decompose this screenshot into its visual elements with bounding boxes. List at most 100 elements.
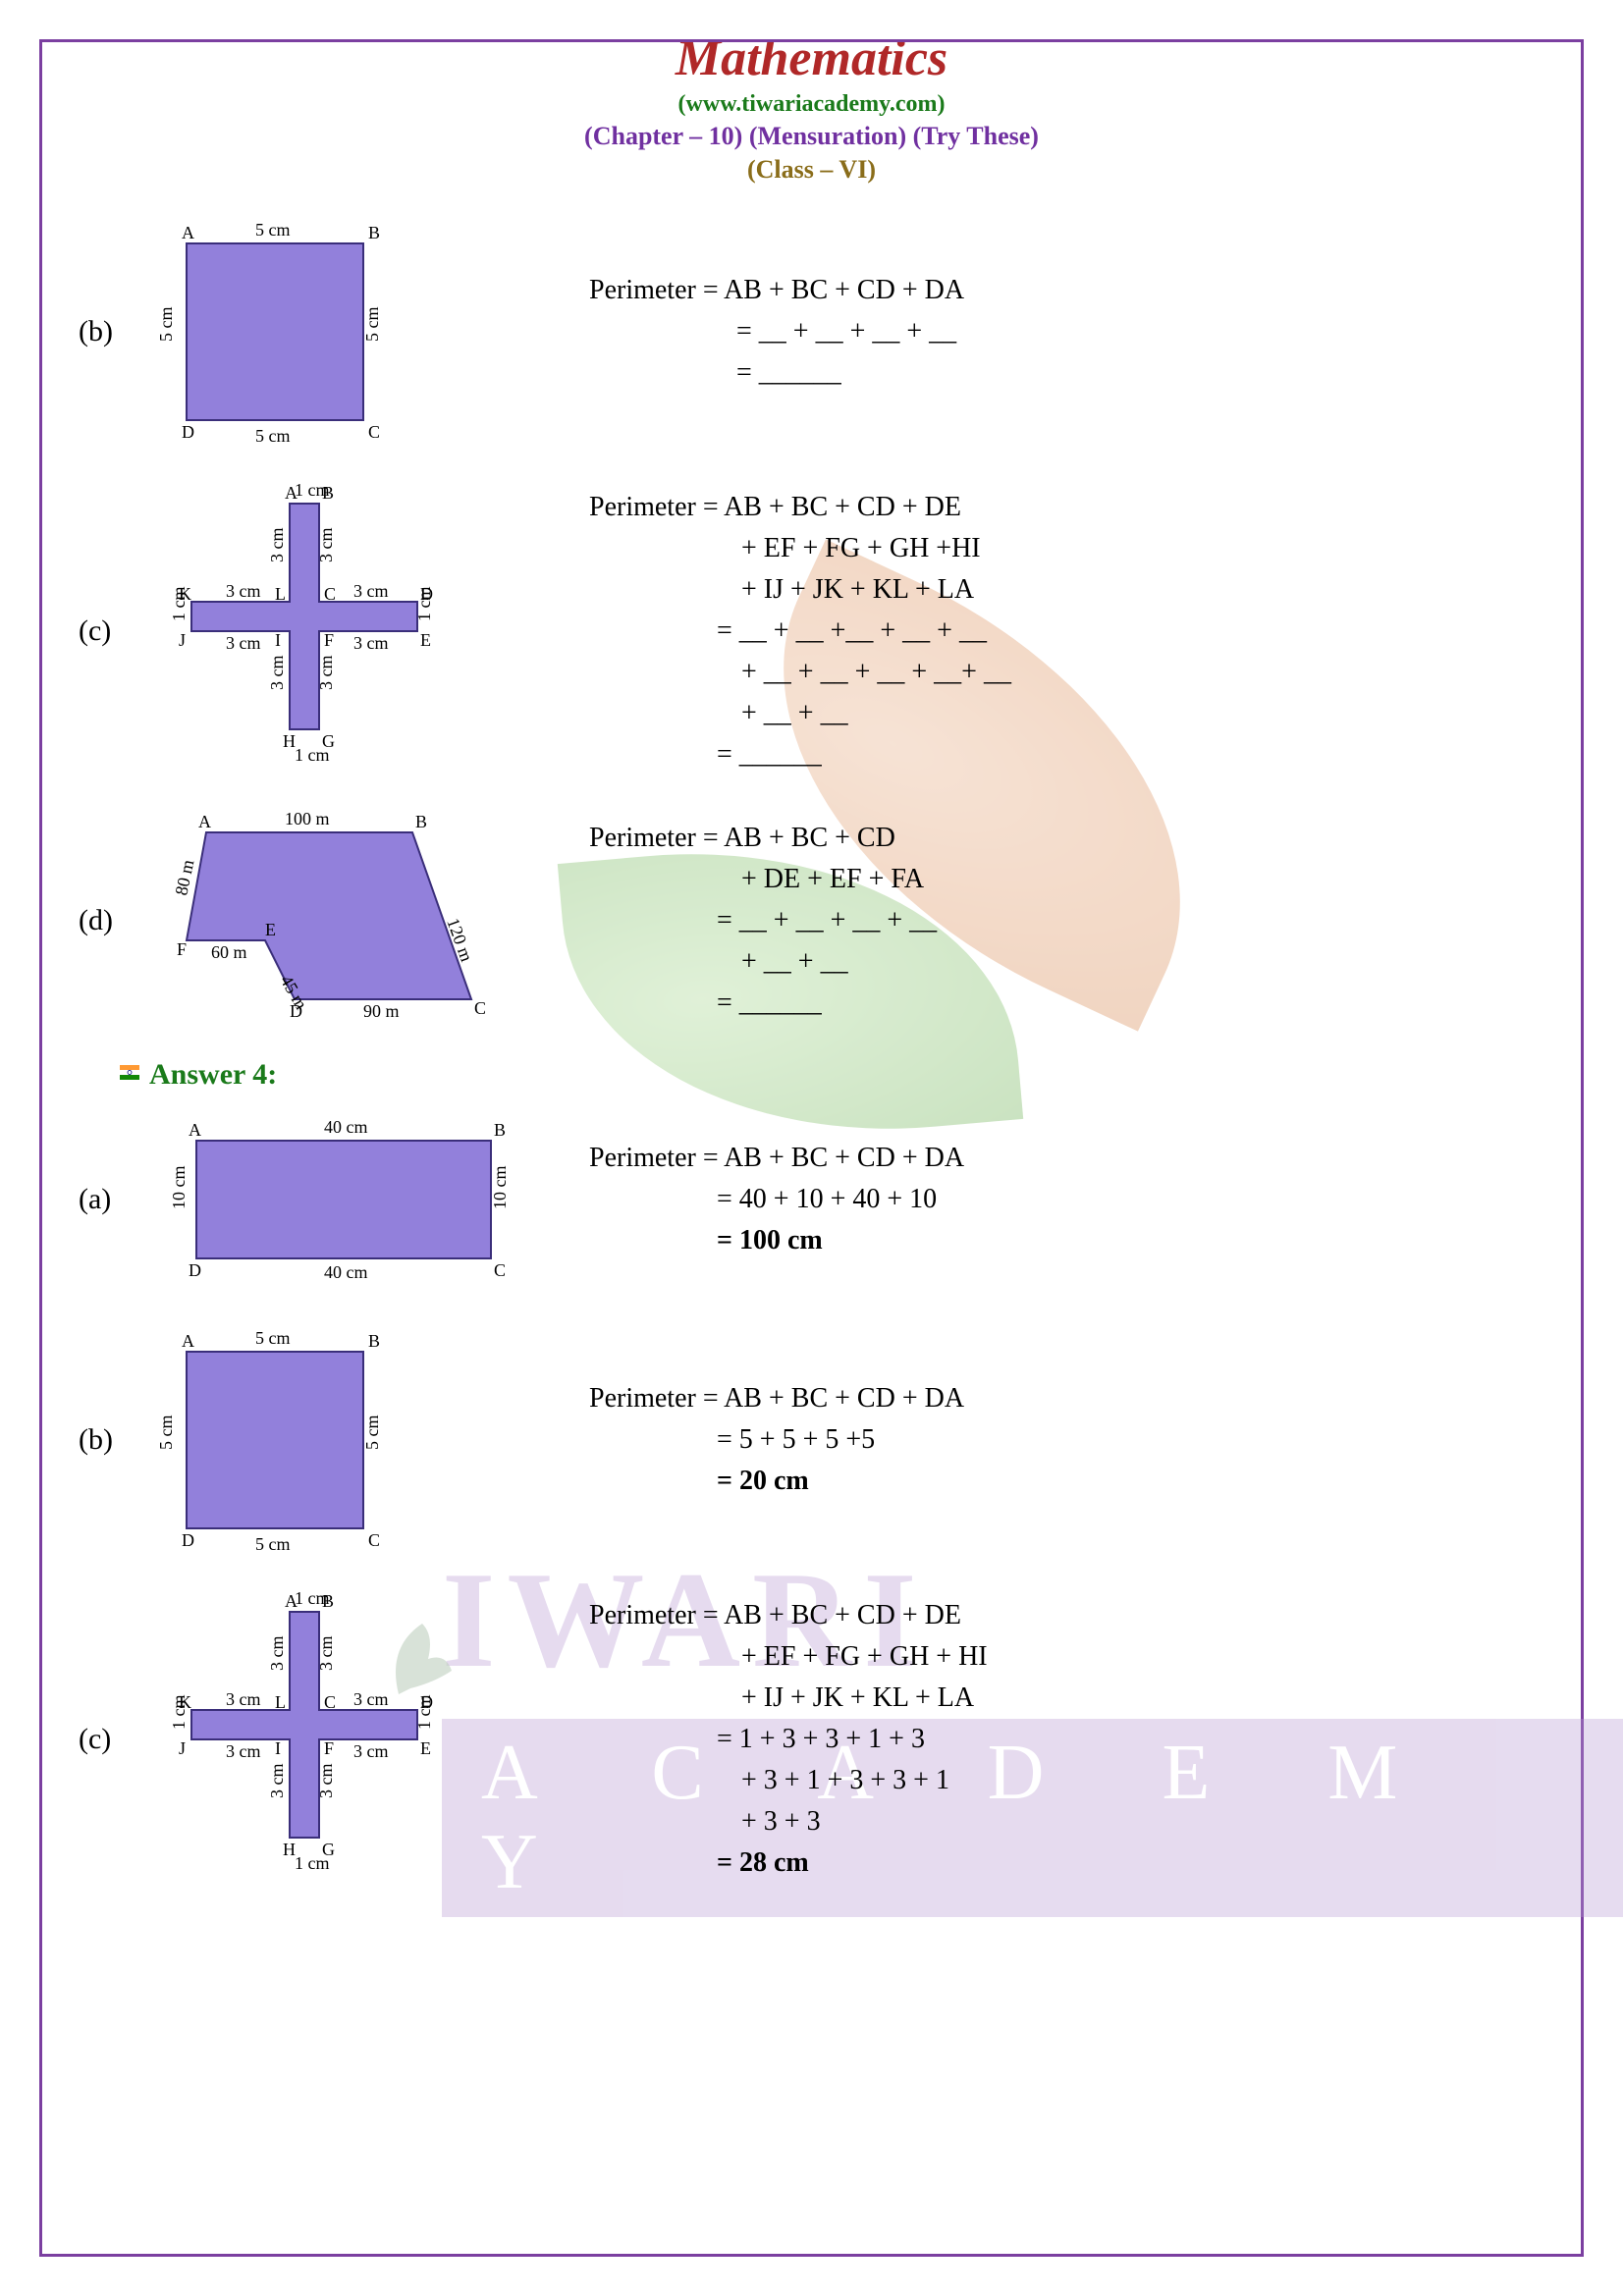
svg-text:1 cm: 1 cm [295,1588,330,1608]
svg-text:100 m: 100 m [285,809,330,828]
calc-result: = 100 cm [589,1220,964,1261]
answer-header: Answer 4: [118,1058,1544,1092]
svg-text:1 cm: 1 cm [295,480,330,500]
svg-text:10 cm: 10 cm [490,1166,510,1210]
calc-result: = 28 cm [589,1842,988,1884]
svg-text:F: F [324,630,334,650]
label-ans-c: (c) [79,1723,137,1756]
problem-c: (c) AB CD EF GH IJ KL 1 cm 1 cm 3 cm 3 c… [79,474,1544,788]
calc-result: = 20 cm [589,1461,964,1502]
calc-line: + IJ + JK + KL + LA [589,569,1011,611]
svg-text:5 cm: 5 cm [156,307,176,343]
svg-text:40 cm: 40 cm [324,1117,368,1137]
calc-d: Perimeter = AB + BC + CD + DE + EF + FA … [589,818,937,1024]
svg-text:40 cm: 40 cm [324,1262,368,1282]
svg-text:5 cm: 5 cm [255,426,291,446]
svg-text:1 cm: 1 cm [295,1853,330,1873]
calc-line: + EF + FG + GH +HI [589,528,1011,569]
svg-text:5 cm: 5 cm [156,1415,176,1451]
svg-text:3 cm: 3 cm [267,1764,287,1799]
svg-text:60 m: 60 m [211,942,247,962]
calc-line: = ______ [589,352,964,394]
calc-line: + 3 + 1 + 3 + 3 + 1 [589,1760,988,1801]
svg-text:3 cm: 3 cm [316,528,336,563]
calc-ans-b: Perimeter = AB + BC + CD + DA = 5 + 5 + … [589,1378,964,1502]
svg-text:B: B [368,1331,380,1351]
svg-text:I: I [275,630,281,650]
svg-text:3 cm: 3 cm [226,1689,261,1709]
square-figure-ans: AB CD 5 cm 5 cm 5 cm 5 cm [137,1312,412,1568]
label-c: (c) [79,614,137,648]
svg-text:F: F [324,1738,334,1758]
label-d: (d) [79,904,137,937]
svg-text:C: C [494,1260,506,1280]
svg-text:A: A [198,812,211,831]
calc-line: = ______ [589,734,1011,775]
svg-text:3 cm: 3 cm [226,1741,261,1761]
calc-line: = __ + __ + __ + __ [589,311,964,352]
calc-line: = __ + __ +__ + __ + __ [589,611,1011,652]
svg-text:3 cm: 3 cm [353,1689,389,1709]
svg-text:C: C [368,422,380,442]
svg-text:5 cm: 5 cm [362,307,382,343]
svg-text:E: E [420,1738,431,1758]
svg-text:B: B [494,1120,506,1140]
svg-text:C: C [474,998,486,1018]
svg-text:A: A [189,1120,201,1140]
svg-text:3 cm: 3 cm [226,581,261,601]
answer-b: (b) AB CD 5 cm 5 cm 5 cm 5 cm Perimeter … [79,1312,1544,1568]
calc-line: + __ + __ + __ + __+ __ [589,652,1011,693]
calc-line: + EF + FG + GH + HI [589,1636,988,1678]
calc-line: Perimeter = AB + BC + CD + DE [589,1595,988,1636]
calc-line: Perimeter = AB + BC + CD + DE [589,487,1011,528]
svg-text:F: F [177,939,187,959]
svg-text:3 cm: 3 cm [226,633,261,653]
svg-text:3 cm: 3 cm [316,1636,336,1672]
calc-line: Perimeter = AB + BC + CD + DA [589,270,964,311]
svg-text:B: B [368,223,380,242]
svg-text:A: A [182,1331,194,1351]
svg-text:L: L [275,1692,286,1712]
svg-text:3 cm: 3 cm [353,1741,389,1761]
svg-text:A: A [182,223,194,242]
svg-text:C: C [324,584,336,604]
svg-text:3 cm: 3 cm [267,1636,287,1672]
svg-text:1 cm: 1 cm [414,1695,434,1731]
calc-ans-a: Perimeter = AB + BC + CD + DA = 40 + 10 … [589,1138,964,1261]
cross-figure-ans: AB CD EF GH IJ KL 1 cm 1 cm 3 cm 3 cm 3 … [137,1582,491,1896]
svg-text:10 cm: 10 cm [169,1166,189,1210]
calc-line: + __ + __ [589,941,937,983]
svg-text:D: D [182,1530,194,1550]
problem-b: (b) A B C D 5 cm 5 cm 5 cm 5 cm Perimete… [79,204,1544,459]
square-figure: A B C D 5 cm 5 cm 5 cm 5 cm [137,204,412,459]
svg-text:L: L [275,584,286,604]
svg-text:D: D [189,1260,201,1280]
label-b: (b) [79,315,137,348]
svg-text:5 cm: 5 cm [362,1415,382,1451]
calc-ans-c: Perimeter = AB + BC + CD + DE + EF + FG … [589,1595,988,1884]
calc-line: Perimeter = AB + BC + CD + DA [589,1138,964,1179]
calc-line: = ______ [589,983,937,1024]
svg-text:E: E [420,630,431,650]
svg-text:C: C [368,1530,380,1550]
svg-text:1 cm: 1 cm [414,587,434,622]
calc-line: + 3 + 3 [589,1801,988,1842]
calc-line: = 40 + 10 + 40 + 10 [589,1179,964,1220]
answer-c: (c) AB CD EF GH IJ KL 1 cm 1 cm 3 cm 3 c… [79,1582,1544,1896]
label-ans-b: (b) [79,1423,137,1457]
calc-line: Perimeter = AB + BC + CD + DA [589,1378,964,1419]
calc-line: = __ + __ + __ + __ [589,900,937,941]
svg-text:3 cm: 3 cm [353,633,389,653]
calc-line: = 1 + 3 + 3 + 1 + 3 [589,1719,988,1760]
svg-text:1 cm: 1 cm [295,745,330,765]
problem-d: (d) AB CD EF 100 m 120 m 90 m 45 m 60 m … [79,803,1544,1039]
svg-text:D: D [182,422,194,442]
svg-text:J: J [179,630,186,650]
svg-text:3 cm: 3 cm [316,656,336,691]
svg-text:3 cm: 3 cm [316,1764,336,1799]
rectangle-figure: A B C D 40 cm 40 cm 10 cm 10 cm [137,1101,530,1298]
svg-text:J: J [179,1738,186,1758]
svg-text:C: C [324,1692,336,1712]
flag-icon [118,1063,141,1087]
calc-line: + IJ + JK + KL + LA [589,1678,988,1719]
